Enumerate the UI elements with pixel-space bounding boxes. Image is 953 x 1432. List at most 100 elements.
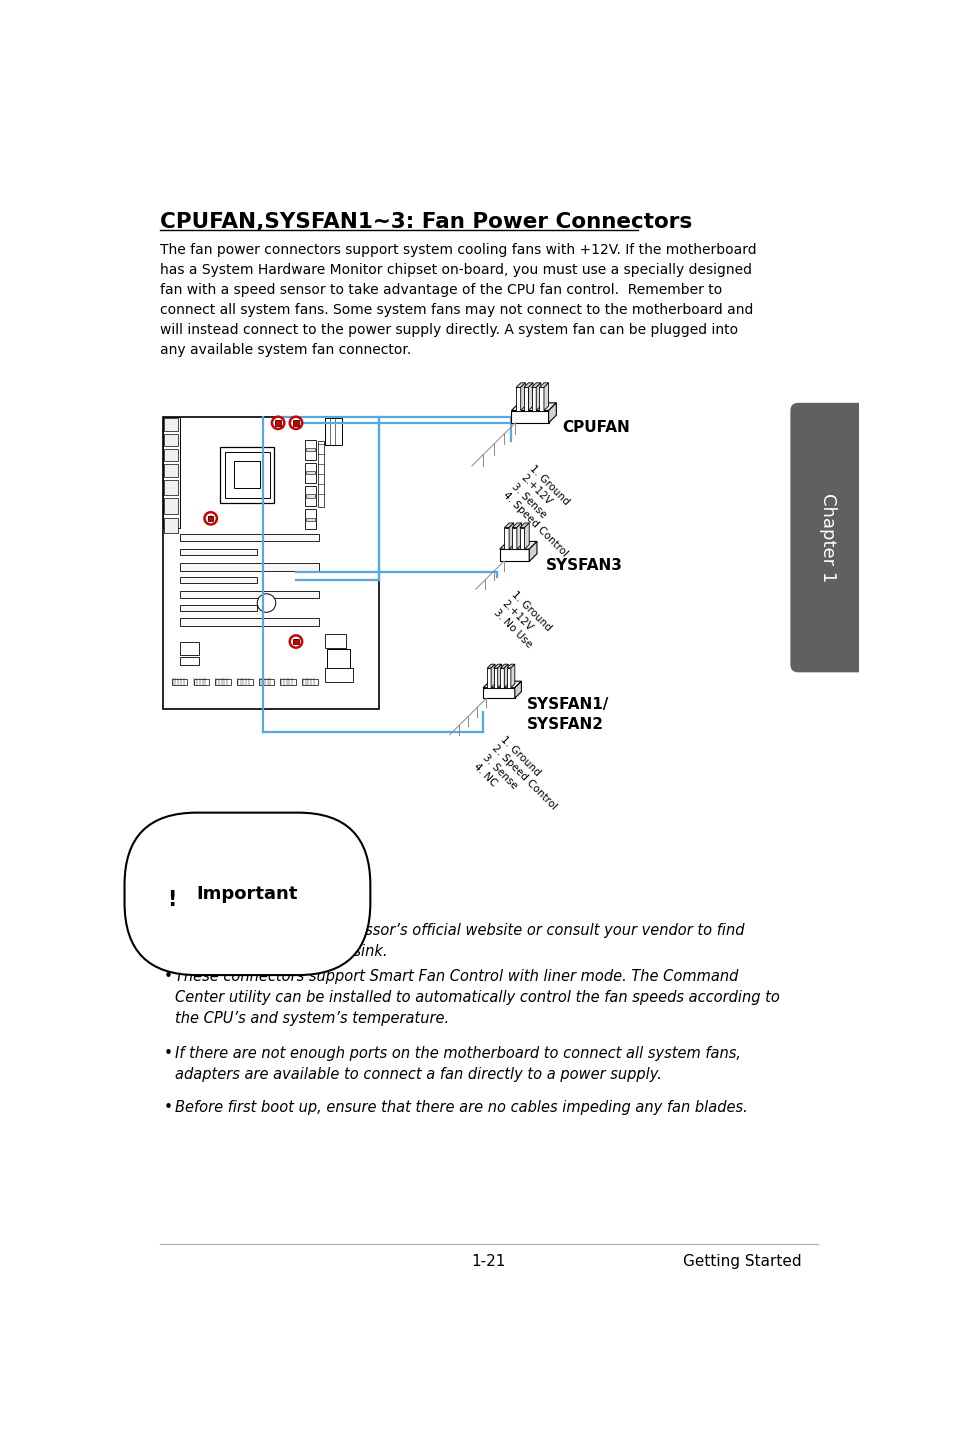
- Text: SYSFAN1/
SYSFAN2: SYSFAN1/ SYSFAN2: [526, 697, 609, 732]
- Bar: [306, 448, 315, 451]
- Bar: [324, 418, 341, 445]
- Bar: [324, 669, 353, 683]
- Polygon shape: [523, 382, 533, 388]
- Text: Chapter 1: Chapter 1: [819, 493, 837, 583]
- Bar: [164, 450, 178, 461]
- Bar: [305, 463, 315, 483]
- Bar: [164, 498, 178, 514]
- Text: 1. Ground
2. Speed Control
3. Sense
4. NC: 1. Ground 2. Speed Control 3. Sense 4. N…: [472, 735, 567, 829]
- Bar: [305, 510, 315, 528]
- Text: These connectors support Smart Fan Control with liner mode. The Command
Center u: These connectors support Smart Fan Contr…: [174, 969, 780, 1025]
- Polygon shape: [516, 382, 525, 388]
- Bar: [305, 485, 315, 505]
- Polygon shape: [510, 664, 515, 687]
- Bar: [275, 420, 280, 425]
- Polygon shape: [499, 669, 504, 687]
- Bar: [164, 517, 178, 533]
- Bar: [220, 447, 274, 503]
- Bar: [236, 679, 253, 684]
- Polygon shape: [499, 541, 537, 548]
- Text: 1-21: 1-21: [471, 1253, 506, 1269]
- Polygon shape: [543, 382, 548, 411]
- Polygon shape: [512, 523, 521, 527]
- Bar: [179, 657, 199, 664]
- Text: 1. Ground
2.+12V
3. No Use: 1. Ground 2.+12V 3. No Use: [491, 589, 553, 652]
- Text: SYSFAN3: SYSFAN3: [545, 558, 621, 573]
- Bar: [163, 417, 180, 528]
- Polygon shape: [524, 523, 529, 548]
- Text: If there are not enough ports on the motherboard to connect all system fans,
ada: If there are not enough ports on the mot…: [174, 1045, 740, 1081]
- Bar: [163, 417, 378, 709]
- Polygon shape: [519, 523, 529, 527]
- Circle shape: [204, 513, 216, 524]
- Bar: [224, 453, 270, 498]
- Polygon shape: [499, 664, 508, 669]
- Polygon shape: [491, 664, 495, 687]
- Polygon shape: [517, 523, 521, 548]
- Polygon shape: [515, 682, 521, 699]
- Bar: [233, 461, 260, 487]
- Polygon shape: [499, 548, 529, 561]
- Polygon shape: [520, 382, 525, 411]
- Bar: [164, 480, 178, 495]
- Polygon shape: [494, 664, 501, 669]
- Polygon shape: [523, 388, 528, 411]
- Bar: [179, 548, 257, 556]
- Polygon shape: [516, 388, 520, 411]
- Polygon shape: [519, 527, 524, 548]
- Text: Please refer to your processor’s official website or consult your vendor to find: Please refer to your processor’s officia…: [174, 922, 743, 958]
- Bar: [215, 679, 231, 684]
- Polygon shape: [482, 682, 521, 687]
- Polygon shape: [504, 523, 513, 527]
- Polygon shape: [504, 664, 508, 687]
- Bar: [305, 440, 315, 460]
- Polygon shape: [156, 882, 187, 912]
- Bar: [164, 464, 178, 477]
- Bar: [179, 534, 319, 541]
- Bar: [179, 604, 257, 610]
- Text: !: !: [167, 891, 176, 911]
- Text: CPUFAN,SYSFAN1~3: Fan Power Connectors: CPUFAN,SYSFAN1~3: Fan Power Connectors: [159, 212, 691, 232]
- Bar: [327, 649, 350, 669]
- Polygon shape: [504, 527, 509, 548]
- Bar: [179, 577, 257, 583]
- Bar: [208, 516, 213, 521]
- Bar: [172, 679, 187, 684]
- Text: •: •: [164, 1045, 173, 1061]
- Circle shape: [290, 636, 302, 647]
- Circle shape: [257, 594, 275, 613]
- Polygon shape: [506, 664, 515, 669]
- Polygon shape: [536, 382, 540, 411]
- Bar: [164, 418, 178, 431]
- Polygon shape: [482, 687, 515, 699]
- Bar: [258, 679, 274, 684]
- Polygon shape: [497, 664, 501, 687]
- Bar: [293, 639, 298, 644]
- Polygon shape: [511, 402, 556, 411]
- Text: Important: Important: [196, 885, 297, 902]
- Polygon shape: [487, 669, 491, 687]
- FancyBboxPatch shape: [790, 402, 865, 673]
- Text: •: •: [164, 1100, 173, 1114]
- Text: •: •: [164, 969, 173, 984]
- Polygon shape: [531, 388, 536, 411]
- Text: •: •: [164, 922, 173, 938]
- Bar: [280, 679, 295, 684]
- Circle shape: [208, 516, 213, 521]
- Polygon shape: [506, 669, 510, 687]
- Bar: [306, 494, 315, 497]
- Text: Getting Started: Getting Started: [682, 1253, 801, 1269]
- Text: CPUFAN: CPUFAN: [562, 420, 630, 435]
- Bar: [179, 563, 319, 571]
- Polygon shape: [538, 382, 548, 388]
- Bar: [302, 679, 317, 684]
- Bar: [306, 471, 315, 474]
- Polygon shape: [487, 664, 495, 669]
- Circle shape: [275, 420, 280, 425]
- Polygon shape: [528, 382, 533, 411]
- Bar: [179, 591, 319, 599]
- Bar: [317, 441, 323, 507]
- Polygon shape: [548, 402, 556, 422]
- Bar: [164, 434, 178, 445]
- Bar: [179, 642, 199, 656]
